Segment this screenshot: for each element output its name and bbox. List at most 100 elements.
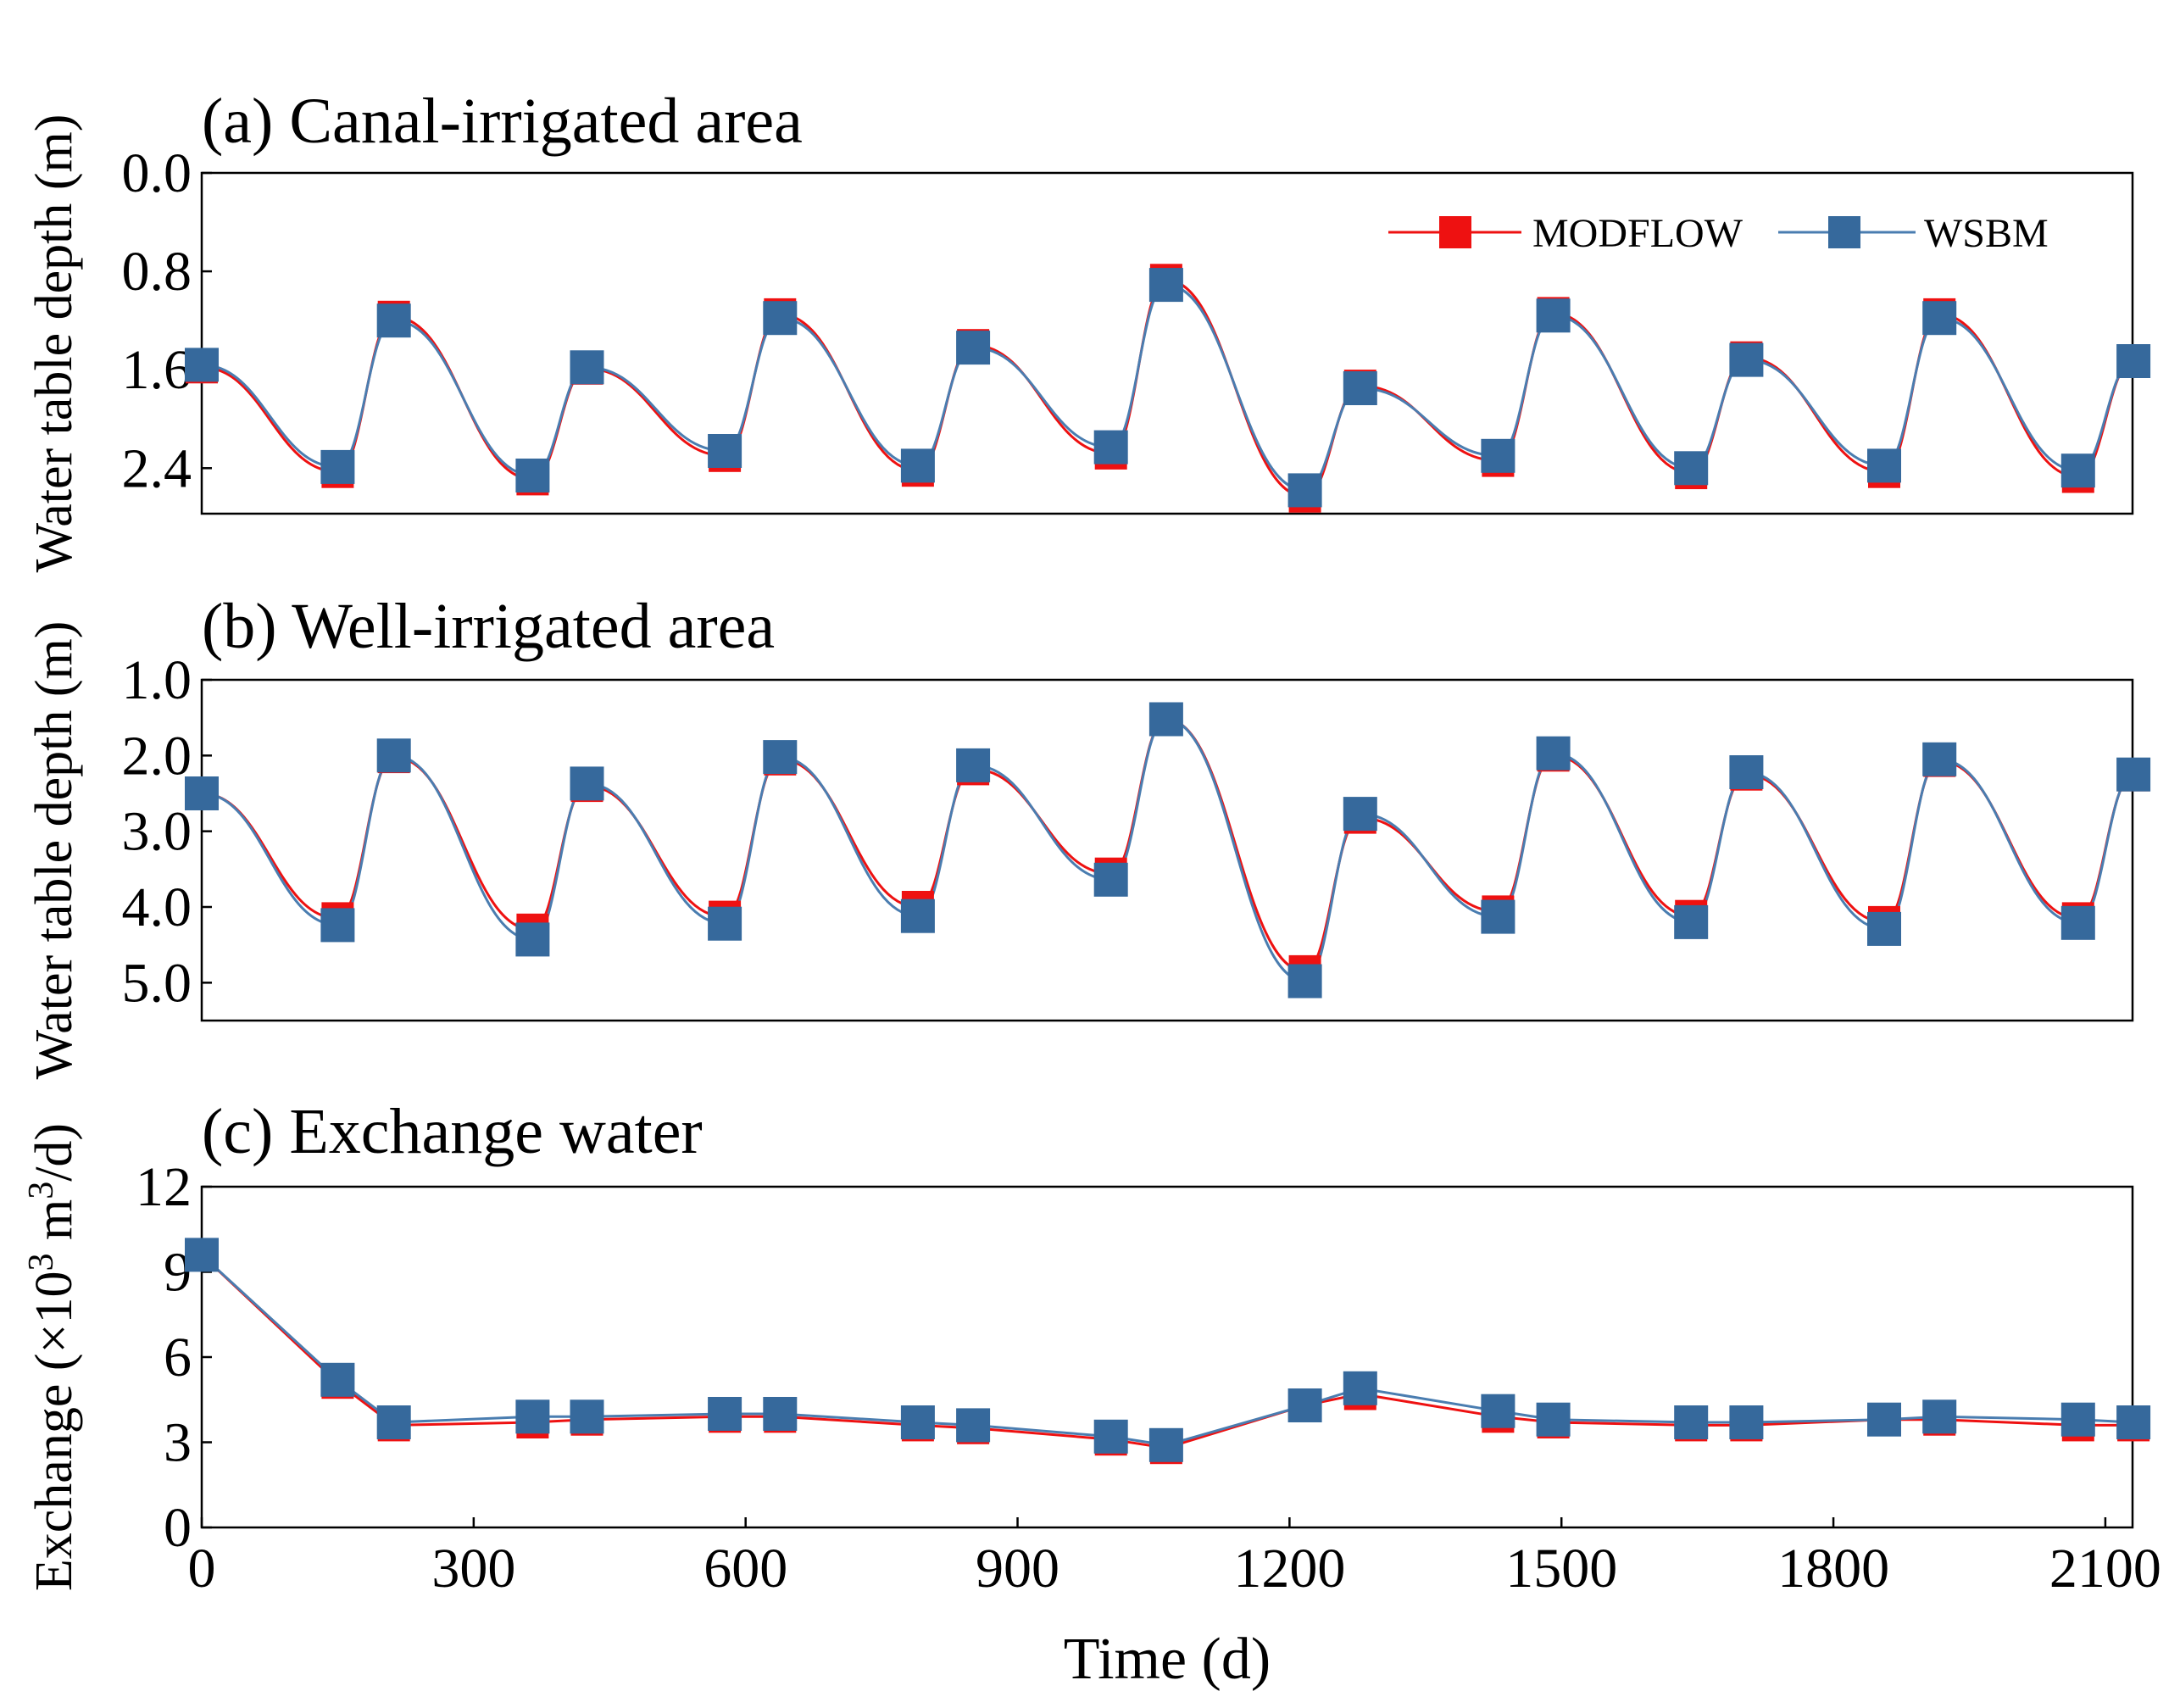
- panel-c-wsbm-line: [200, 1254, 2134, 1447]
- panel-a-wsbm-point: [708, 434, 742, 468]
- panel-b-wsbm-point: [1148, 702, 1183, 737]
- panel-b: (b) Well-irrigated area 1.02.03.04.05.0 …: [25, 591, 2151, 1080]
- panel-b-wsbm-point: [1093, 862, 1128, 897]
- panel-b-wsbm-point: [2116, 757, 2151, 792]
- panel-c-wsbm-point: [320, 1362, 355, 1397]
- panel-a-series-lines: [201, 278, 2134, 498]
- panel-b-wsbm-point: [1481, 899, 1515, 934]
- legend-wsbm-marker: [1828, 216, 1860, 248]
- panel-a-wsbm-point: [1674, 451, 1709, 486]
- panel-c-plot-frame: [200, 1185, 2134, 1529]
- panel-c-wsbm-point: [1674, 1405, 1709, 1439]
- panel-a-wsbm-point: [515, 459, 550, 492]
- panel-b-y-axis-label: Water table depth (m): [25, 621, 83, 1080]
- panel-b-wsbm-point: [956, 748, 991, 782]
- panel-a-y-tick-label: 0.0: [122, 142, 192, 204]
- panel-c-y-tick-label: 3: [164, 1412, 192, 1474]
- legend-modflow-marker: [1439, 216, 1471, 248]
- x-tick-label: 2100: [2049, 1538, 2161, 1600]
- panel-a-wsbm-point: [956, 331, 991, 365]
- panel-a-y-axis-label: Water table depth (m): [25, 114, 83, 573]
- panel-b-wsbm-point: [376, 738, 411, 773]
- panel-a-y-ticks: 0.0 0.8 1.6 2.4: [122, 142, 212, 499]
- panel-a-plot-frame: [200, 171, 2134, 515]
- panel-c-wsbm-point: [1343, 1371, 1377, 1405]
- x-tick-label: 600: [703, 1538, 787, 1600]
- panel-a-wsbm-point: [763, 301, 798, 336]
- panel-c-wsbm-point: [1481, 1394, 1515, 1428]
- panel-a-modflow-line: [201, 278, 2134, 498]
- panel-b-wsbm-point: [2060, 905, 2095, 940]
- panel-b-plot-frame: [200, 678, 2134, 1022]
- panel-a-series-markers: [185, 264, 2151, 513]
- panel-b-wsbm-point: [1729, 755, 1764, 789]
- panel-b-wsbm-point: [1674, 904, 1709, 939]
- panel-c-series-markers: [185, 1238, 2151, 1465]
- panel-c-wsbm-point: [763, 1397, 798, 1431]
- x-tick-label: 1500: [1505, 1538, 1617, 1600]
- panel-a-wsbm-point: [1536, 298, 1571, 333]
- panel-b-wsbm-line: [201, 717, 2134, 983]
- panel-c-wsbm-point: [1148, 1427, 1183, 1462]
- panel-c-wsbm-point: [376, 1405, 411, 1439]
- panel-a-wsbm-point: [2060, 453, 2095, 488]
- panel-a-wsbm-point: [1922, 301, 1957, 336]
- panel-c-wsbm-point: [956, 1408, 991, 1443]
- panel-b-y-tick-label: 2.0: [122, 725, 192, 787]
- panel-a-wsbm-point: [1867, 448, 1901, 483]
- x-tick-label: 0: [188, 1538, 216, 1600]
- x-tick-label: 1200: [1233, 1538, 1345, 1600]
- panel-a-wsbm-line: [201, 283, 2134, 492]
- x-tick-label: 900: [976, 1538, 1059, 1600]
- panel-a-wsbm-point: [1343, 371, 1377, 405]
- panel-b-y-tick-label: 4.0: [122, 876, 192, 938]
- panel-b-wsbm-point: [900, 899, 935, 933]
- panel-b-wsbm-point: [1287, 964, 1322, 999]
- panel-b-wsbm-point: [515, 922, 550, 957]
- x-axis-ticks: 0 300 600 900 1200 1500 1800 2100: [188, 1517, 2161, 1600]
- panel-b-series-lines: [201, 717, 2134, 983]
- panel-c-y-tick-label: 6: [164, 1327, 192, 1388]
- panel-a-wsbm-point: [1287, 473, 1322, 508]
- panel-a: (a) Canal-irrigated area 0.0 0.8 1.6 2.4 Wa…: [25, 86, 2151, 573]
- panel-a-y-tick-label: 1.6: [122, 339, 192, 401]
- legend-modflow-label: MODFLOW: [1532, 211, 1743, 256]
- panel-c-y-axis-label: Exchange (×103 m3/d): [22, 1123, 83, 1591]
- panel-a-y-tick-label: 0.8: [122, 241, 192, 303]
- panel-c-wsbm-point: [1867, 1402, 1901, 1437]
- panel-c-wsbm-point: [1922, 1399, 1957, 1434]
- panel-c-wsbm-point: [570, 1399, 604, 1434]
- panel-c-wsbm-point: [185, 1238, 219, 1272]
- legend: MODFLOW WSBM: [1388, 211, 2049, 256]
- panel-b-title: (b) Well-irrigated area: [202, 591, 775, 662]
- x-axis-label: Time (d): [1064, 1627, 1271, 1692]
- panel-c-wsbm-point: [708, 1397, 742, 1431]
- panel-c-wsbm-point: [2116, 1405, 2151, 1439]
- x-tick-label: 300: [431, 1538, 515, 1600]
- panel-b-wsbm-point: [1343, 797, 1377, 832]
- panel-b-wsbm-point: [763, 740, 798, 775]
- panel-b-series-markers: [185, 702, 2151, 999]
- panel-b-wsbm-point: [320, 908, 355, 943]
- panel-a-wsbm-point: [900, 448, 935, 483]
- panel-c-title: (c) Exchange water: [202, 1096, 703, 1167]
- panel-c-wsbm-point: [1093, 1419, 1128, 1454]
- panel-b-wsbm-point: [1536, 736, 1571, 771]
- panel-c-wsbm-point: [1287, 1388, 1322, 1422]
- legend-wsbm-label: WSBM: [1924, 211, 2049, 256]
- panel-c-wsbm-point: [515, 1399, 550, 1434]
- panel-a-wsbm-point: [570, 350, 604, 385]
- panel-c-y-tick-label: 12: [136, 1156, 192, 1218]
- panel-c-series-lines: [200, 1254, 2134, 1449]
- panel-a-wsbm-point: [1729, 342, 1764, 377]
- panel-a-wsbm-point: [320, 449, 355, 484]
- panel-a-wsbm-point: [185, 348, 219, 382]
- panel-a-wsbm-point: [2116, 344, 2151, 378]
- panel-a-y-tick-label: 2.4: [122, 437, 192, 499]
- panel-b-wsbm-point: [570, 766, 604, 801]
- panel-b-y-ticks: 1.0 2.0 3.0 4.0 5.0: [122, 649, 212, 1014]
- panel-b-y-tick-label: 1.0: [122, 649, 192, 711]
